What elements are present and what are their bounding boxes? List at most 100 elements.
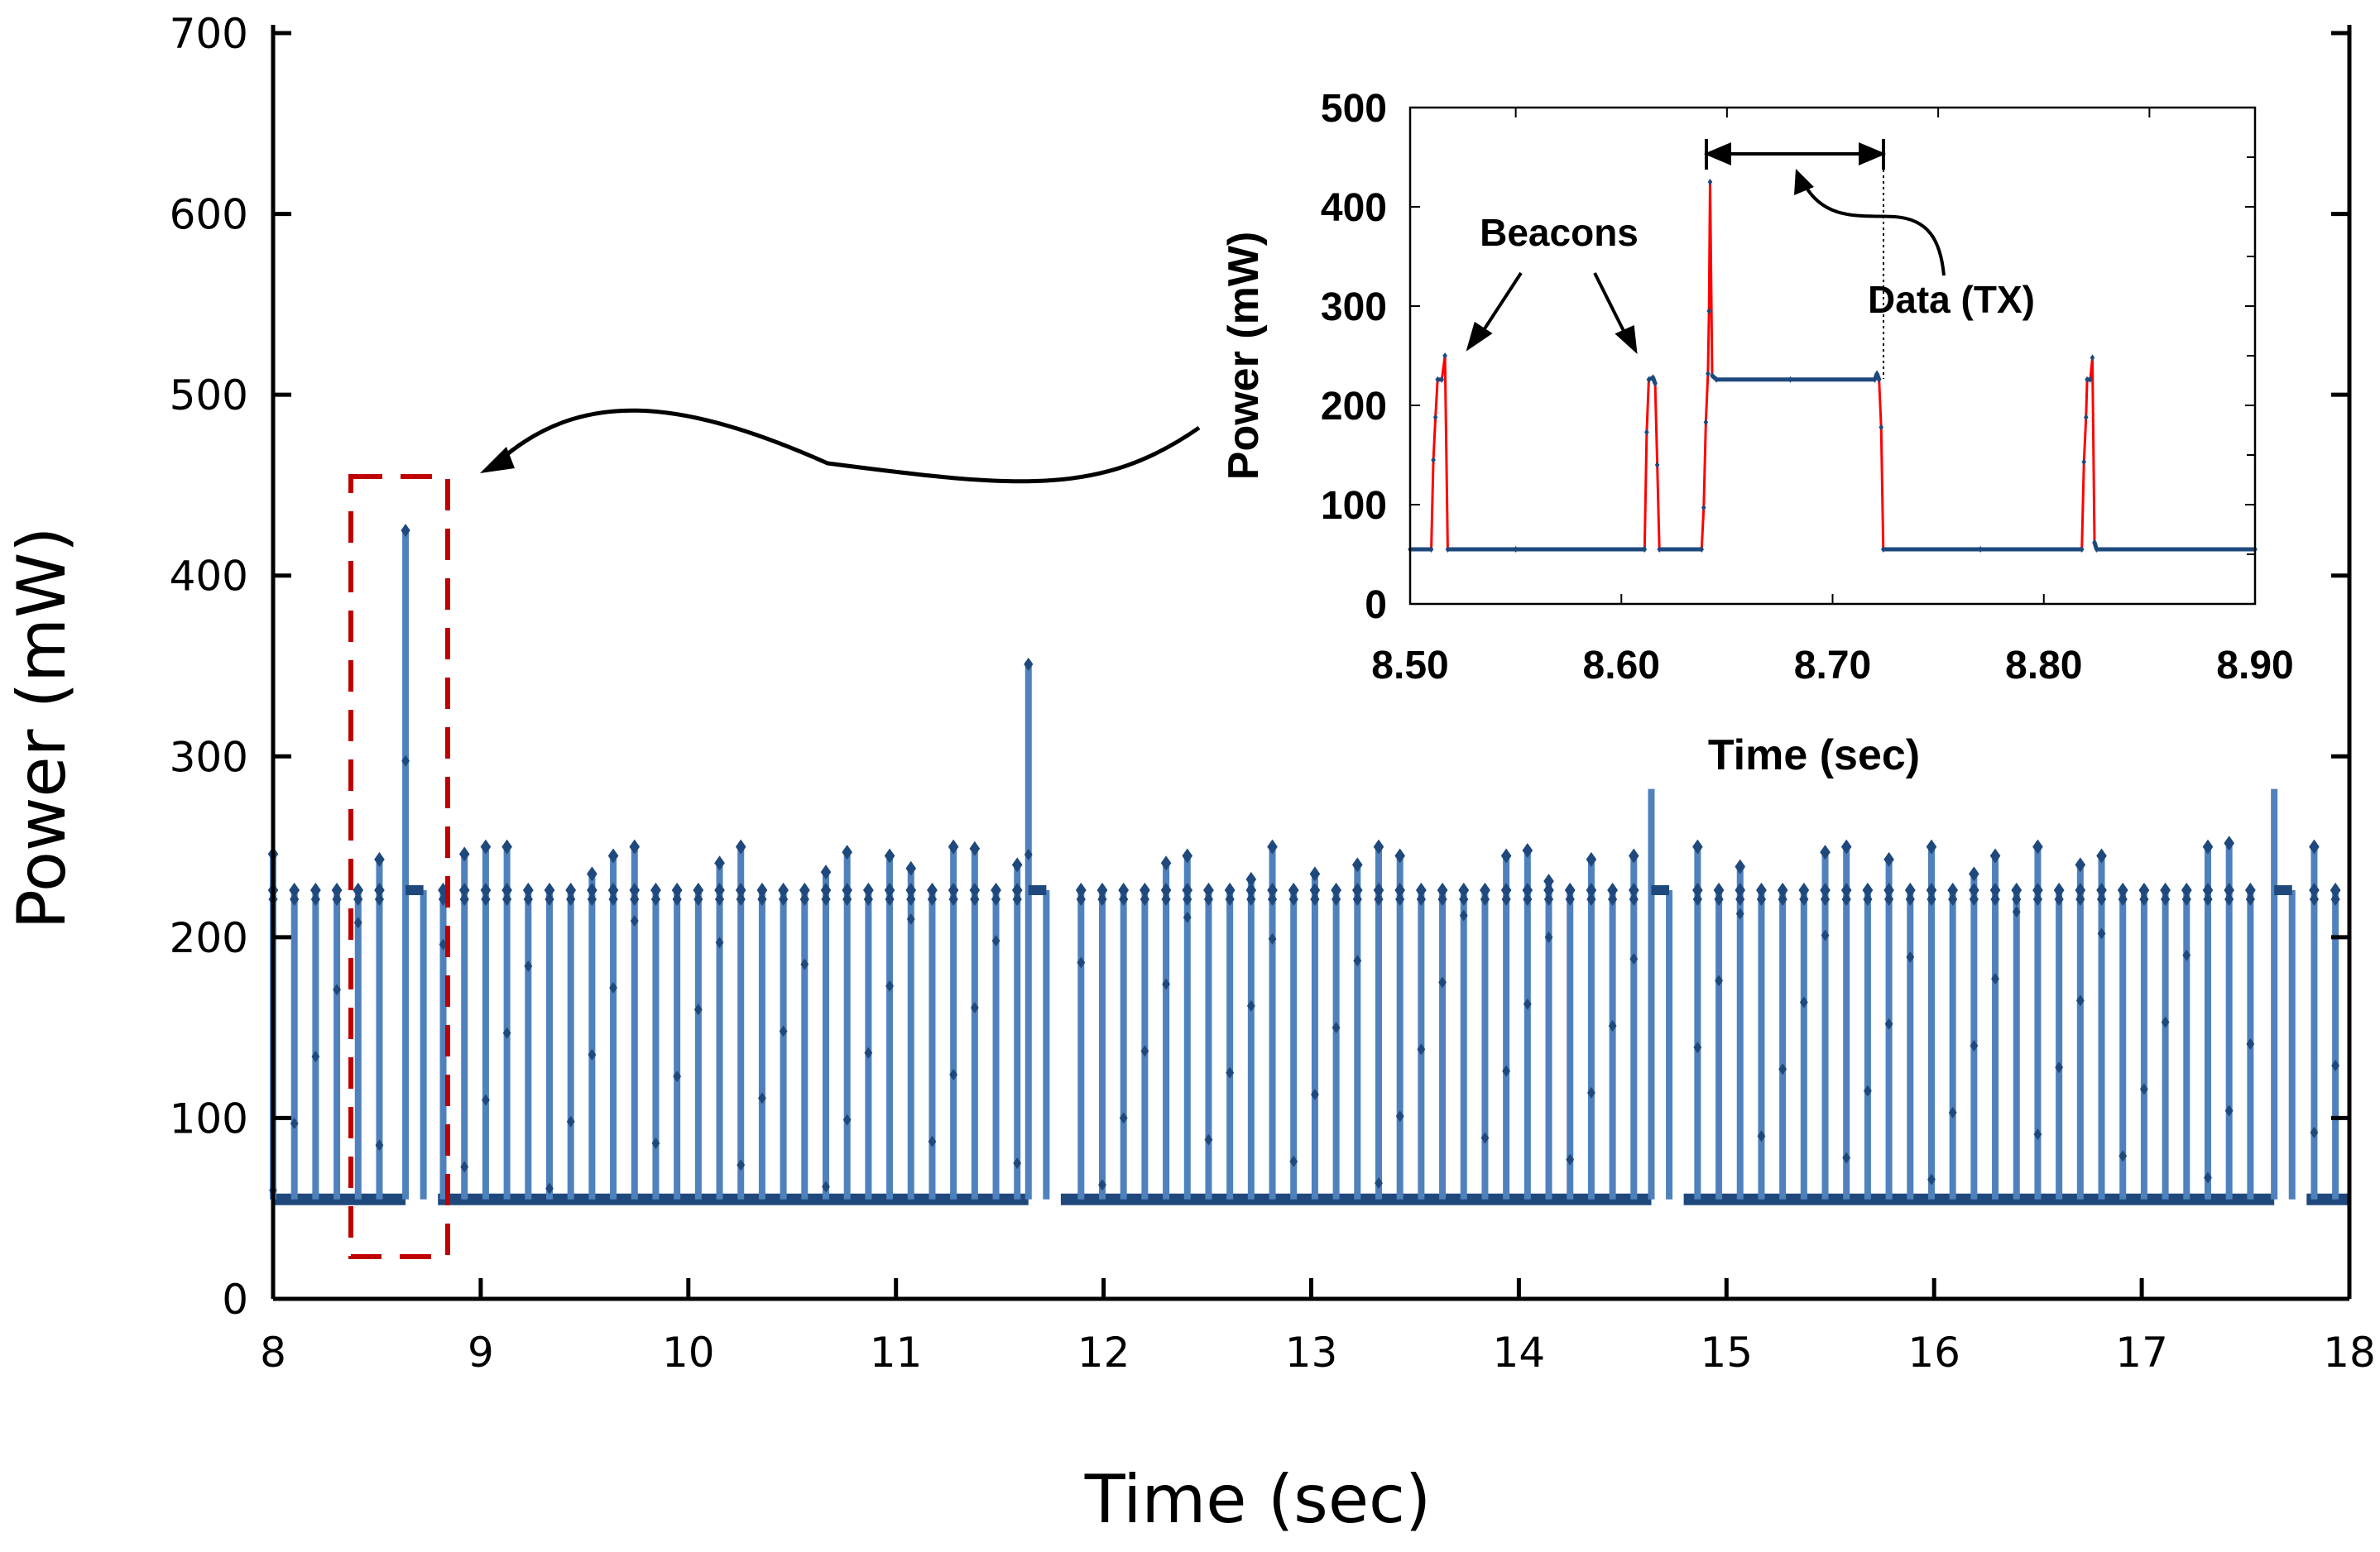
beacon-transition-marker xyxy=(460,1161,469,1173)
data-burst-marker xyxy=(401,754,410,767)
main-x-tick-label: 10 xyxy=(662,1329,715,1377)
beacon-level-marker xyxy=(842,883,852,898)
main-plot xyxy=(267,524,2349,1205)
beacon-level-marker xyxy=(502,892,512,906)
beacon-transition-marker xyxy=(715,936,724,949)
main-x-tick-label: 11 xyxy=(870,1329,923,1377)
beacon-transition-marker xyxy=(2246,1037,2255,1050)
beacon-peak-marker xyxy=(480,839,492,855)
beacon-transition-marker xyxy=(2055,1061,2064,1074)
beacon-transition-marker xyxy=(949,1068,958,1080)
beacon-level-marker xyxy=(1182,883,1193,898)
inset-sample-marker xyxy=(2090,354,2095,362)
beacon-level-marker xyxy=(1735,883,1746,898)
beacon-level-marker xyxy=(1225,892,1235,906)
beacon-level-marker xyxy=(863,883,874,898)
beacon-level-marker xyxy=(884,883,895,898)
beacon-peak-marker xyxy=(1989,848,2001,864)
beacon-level-marker xyxy=(1756,883,1767,898)
beacon-transition-marker xyxy=(1523,998,1532,1010)
main-x-tick-label: 16 xyxy=(1907,1329,1960,1377)
beacon-level-marker xyxy=(779,892,789,906)
beacon-level-marker xyxy=(969,883,981,898)
beacon-level-marker xyxy=(1309,883,1321,898)
inset-sample-marker xyxy=(1874,370,1879,377)
beacon-level-marker xyxy=(353,892,363,906)
beacon-level-marker xyxy=(799,892,809,906)
beacon-level-marker xyxy=(693,892,703,906)
beacon-transition-marker xyxy=(1289,1155,1298,1167)
beacon-level-marker xyxy=(1863,892,1873,906)
beacon-peak-marker xyxy=(607,848,619,864)
beacon-level-marker xyxy=(1480,883,1490,898)
beacon-transition-marker xyxy=(1268,933,1277,946)
beacon-peak-marker xyxy=(884,848,895,864)
beacon-level-marker xyxy=(1437,883,1448,898)
beacon-level-marker xyxy=(1883,883,1894,898)
beacon-transition-marker xyxy=(1077,956,1086,969)
main-x-tick-label: 13 xyxy=(1285,1329,1338,1377)
beacon-transition-marker xyxy=(630,915,639,927)
beacon-peak-marker xyxy=(969,841,981,856)
main-y-tick-label: 500 xyxy=(170,371,248,419)
inset-sample-marker xyxy=(1703,419,1709,426)
beacon-transition-marker xyxy=(1544,931,1553,943)
beacon-level-marker xyxy=(2160,883,2171,898)
beacon-transition-marker xyxy=(737,1159,746,1171)
beacon-peak-marker xyxy=(1735,859,1746,874)
beacon-level-marker xyxy=(1437,892,1447,906)
beacon-transition-marker xyxy=(353,917,362,929)
beacon-transition-marker xyxy=(1864,1085,1872,1097)
beacon-transition-marker xyxy=(1098,1179,1106,1191)
inset-sample-marker xyxy=(1699,546,1705,553)
inset-sample-marker xyxy=(1646,376,1652,383)
main-y-tick-label: 400 xyxy=(170,553,248,601)
inset-sample-marker xyxy=(1701,504,1706,511)
inset-y-tick-label: 500 xyxy=(1321,87,1387,131)
inset-sample-marker xyxy=(2094,546,2099,553)
inset-sample-marker xyxy=(1428,546,1434,553)
beacon-transition-marker xyxy=(1162,978,1170,990)
beacon-level-marker xyxy=(885,892,895,906)
beacon-level-marker xyxy=(1840,883,1852,898)
beacon-peak-marker xyxy=(1969,866,1979,882)
inset-sample-marker xyxy=(1445,546,1451,553)
beacon-transition-marker xyxy=(1693,1042,1702,1054)
beacon-level-marker xyxy=(1756,892,1767,906)
beacon-transition-marker xyxy=(439,938,448,951)
inset-sample-marker xyxy=(1657,546,1662,553)
inset-plot xyxy=(1408,179,2258,553)
inset-sample-marker xyxy=(1714,376,1719,383)
data-burst-peak-marker xyxy=(1024,657,1034,671)
beacon-level-marker xyxy=(565,883,576,898)
beacon-level-marker xyxy=(1352,883,1363,898)
beacon-peak-marker xyxy=(948,839,959,855)
beacon-transition-marker xyxy=(906,913,915,925)
beacon-level-marker xyxy=(2203,892,2213,906)
main-y-tick-label: 600 xyxy=(170,191,248,239)
inset-sample-marker xyxy=(2084,414,2089,421)
inset-x-tick-label: 8.80 xyxy=(2005,644,2082,687)
beacon-transition-marker xyxy=(1970,1040,1979,1051)
beacon-transition-marker xyxy=(1311,1089,1319,1101)
main-y-tick-label: 200 xyxy=(170,914,248,962)
beacon-level-marker xyxy=(523,892,533,906)
beacon-level-marker xyxy=(2032,892,2043,906)
beacon-peak-marker xyxy=(2309,839,2320,855)
inset-sample-marker xyxy=(1872,376,1878,383)
beacon-transition-marker xyxy=(1375,1177,1383,1190)
inset-y-tick-label: 200 xyxy=(1321,385,1387,429)
beacon-level-marker xyxy=(1331,883,1341,898)
beacon-level-marker xyxy=(1990,892,2000,906)
beacon-level-marker xyxy=(1119,892,1129,906)
inset-sample-marker xyxy=(2085,376,2090,383)
beacon-level-marker xyxy=(1607,883,1618,898)
beacon-peak-marker xyxy=(1160,855,1172,871)
beacon-peak-marker xyxy=(2096,848,2107,864)
beacon-transition-marker xyxy=(1395,1110,1404,1123)
beacon-level-marker xyxy=(2075,883,2086,898)
beacon-level-marker xyxy=(310,883,321,898)
beacon-transition-marker xyxy=(1842,1152,1851,1164)
beacon-level-marker xyxy=(2096,892,2107,906)
beacon-peak-marker xyxy=(1011,857,1023,873)
